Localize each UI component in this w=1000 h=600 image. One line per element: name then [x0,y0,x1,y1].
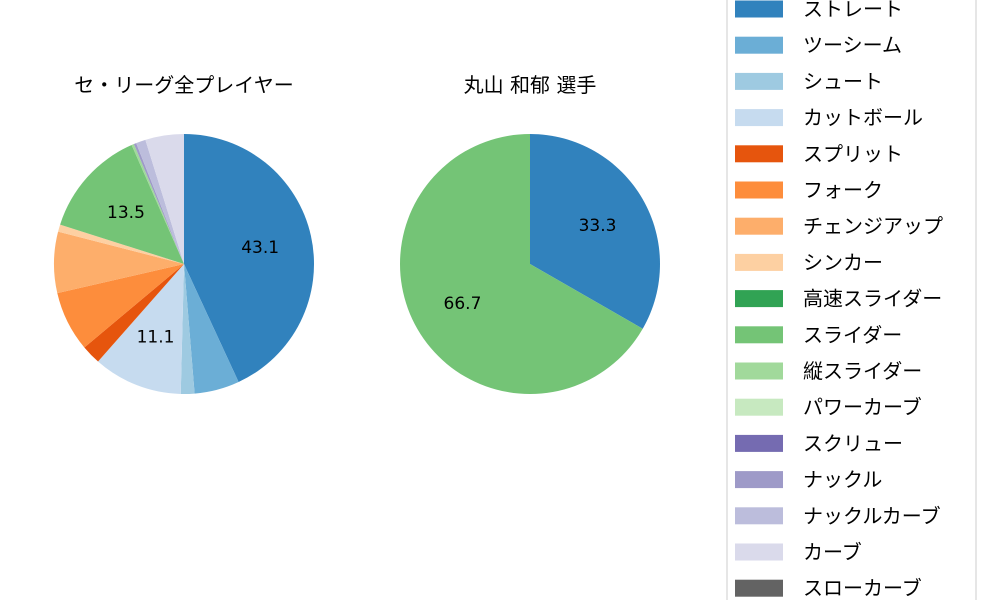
slice-data-label: 11.1 [137,328,175,348]
legend-label: パワーカーブ [803,395,922,419]
left-pie: 43.1 11.1 13.5 [53,134,314,394]
legend-swatch [735,362,783,380]
legend-label: カーブ [803,540,862,564]
legend-swatch [735,579,783,597]
legend-swatch [735,434,783,452]
pie-slice [57,264,184,348]
legend-label: カットボール [803,106,923,130]
legend-swatch [735,253,783,271]
legend-label: ツーシーム [803,33,902,57]
pie-slice [399,134,643,394]
legend-label: スプリット [803,142,903,166]
legend-label: チェンジアップ [803,214,943,238]
legend-label: フォーク [803,178,883,202]
legend-label: スライダー [803,323,902,347]
right-pie: 33.3 66.7 [399,134,660,394]
legend-frame [726,0,977,600]
pie-slice [136,139,184,264]
slice-data-label: 43.1 [241,238,279,258]
pie-slice [84,264,184,362]
legend: ストレートツーシームシュートカットボールスプリットフォークチェンジアップシンカー… [726,0,977,600]
legend-label: 高速スライダー [803,287,942,311]
legend-swatch [735,326,783,344]
legend-label: ナックルカーブ [803,504,941,528]
legend-swatch [735,181,783,199]
pie-slice [133,143,184,264]
legend-label: 縦スライダー [803,359,922,383]
pie-slice [184,264,239,394]
slice-data-label: 66.7 [444,294,482,314]
legend-label: シンカー [803,250,883,274]
pie-slice [145,134,184,264]
legend-swatch [735,290,783,308]
legend-label: ナックル [803,468,882,492]
legend-swatch [735,109,783,127]
pie-slice [184,134,314,382]
slice-data-label: 33.3 [579,216,617,236]
legend-swatch [735,507,783,525]
pie-slice [60,145,184,264]
pie-slice [98,264,184,394]
legend-label: ストレート [803,0,903,21]
legend-swatch [735,543,783,561]
legend-swatch [735,217,783,235]
pie-slice [53,231,184,294]
legend-label: シュート [803,69,883,93]
legend-swatch [735,398,783,416]
left-pie-title: セ・リーグ全プレイヤー [74,73,293,97]
pie-slice [131,144,184,264]
pie-slice [58,224,184,264]
legend-swatch [735,0,783,18]
legend-swatch [735,72,783,90]
legend-swatch [735,145,783,163]
legend-label: スローカーブ [803,576,922,600]
right-pie-title: 丸山 和郁 選手 [464,73,597,97]
legend-label: スクリュー [803,431,903,455]
legend-swatch [735,471,783,489]
slice-data-label: 13.5 [107,203,145,223]
pie-slice [530,134,660,329]
legend-swatch [735,36,783,54]
pie-slice [180,264,195,394]
